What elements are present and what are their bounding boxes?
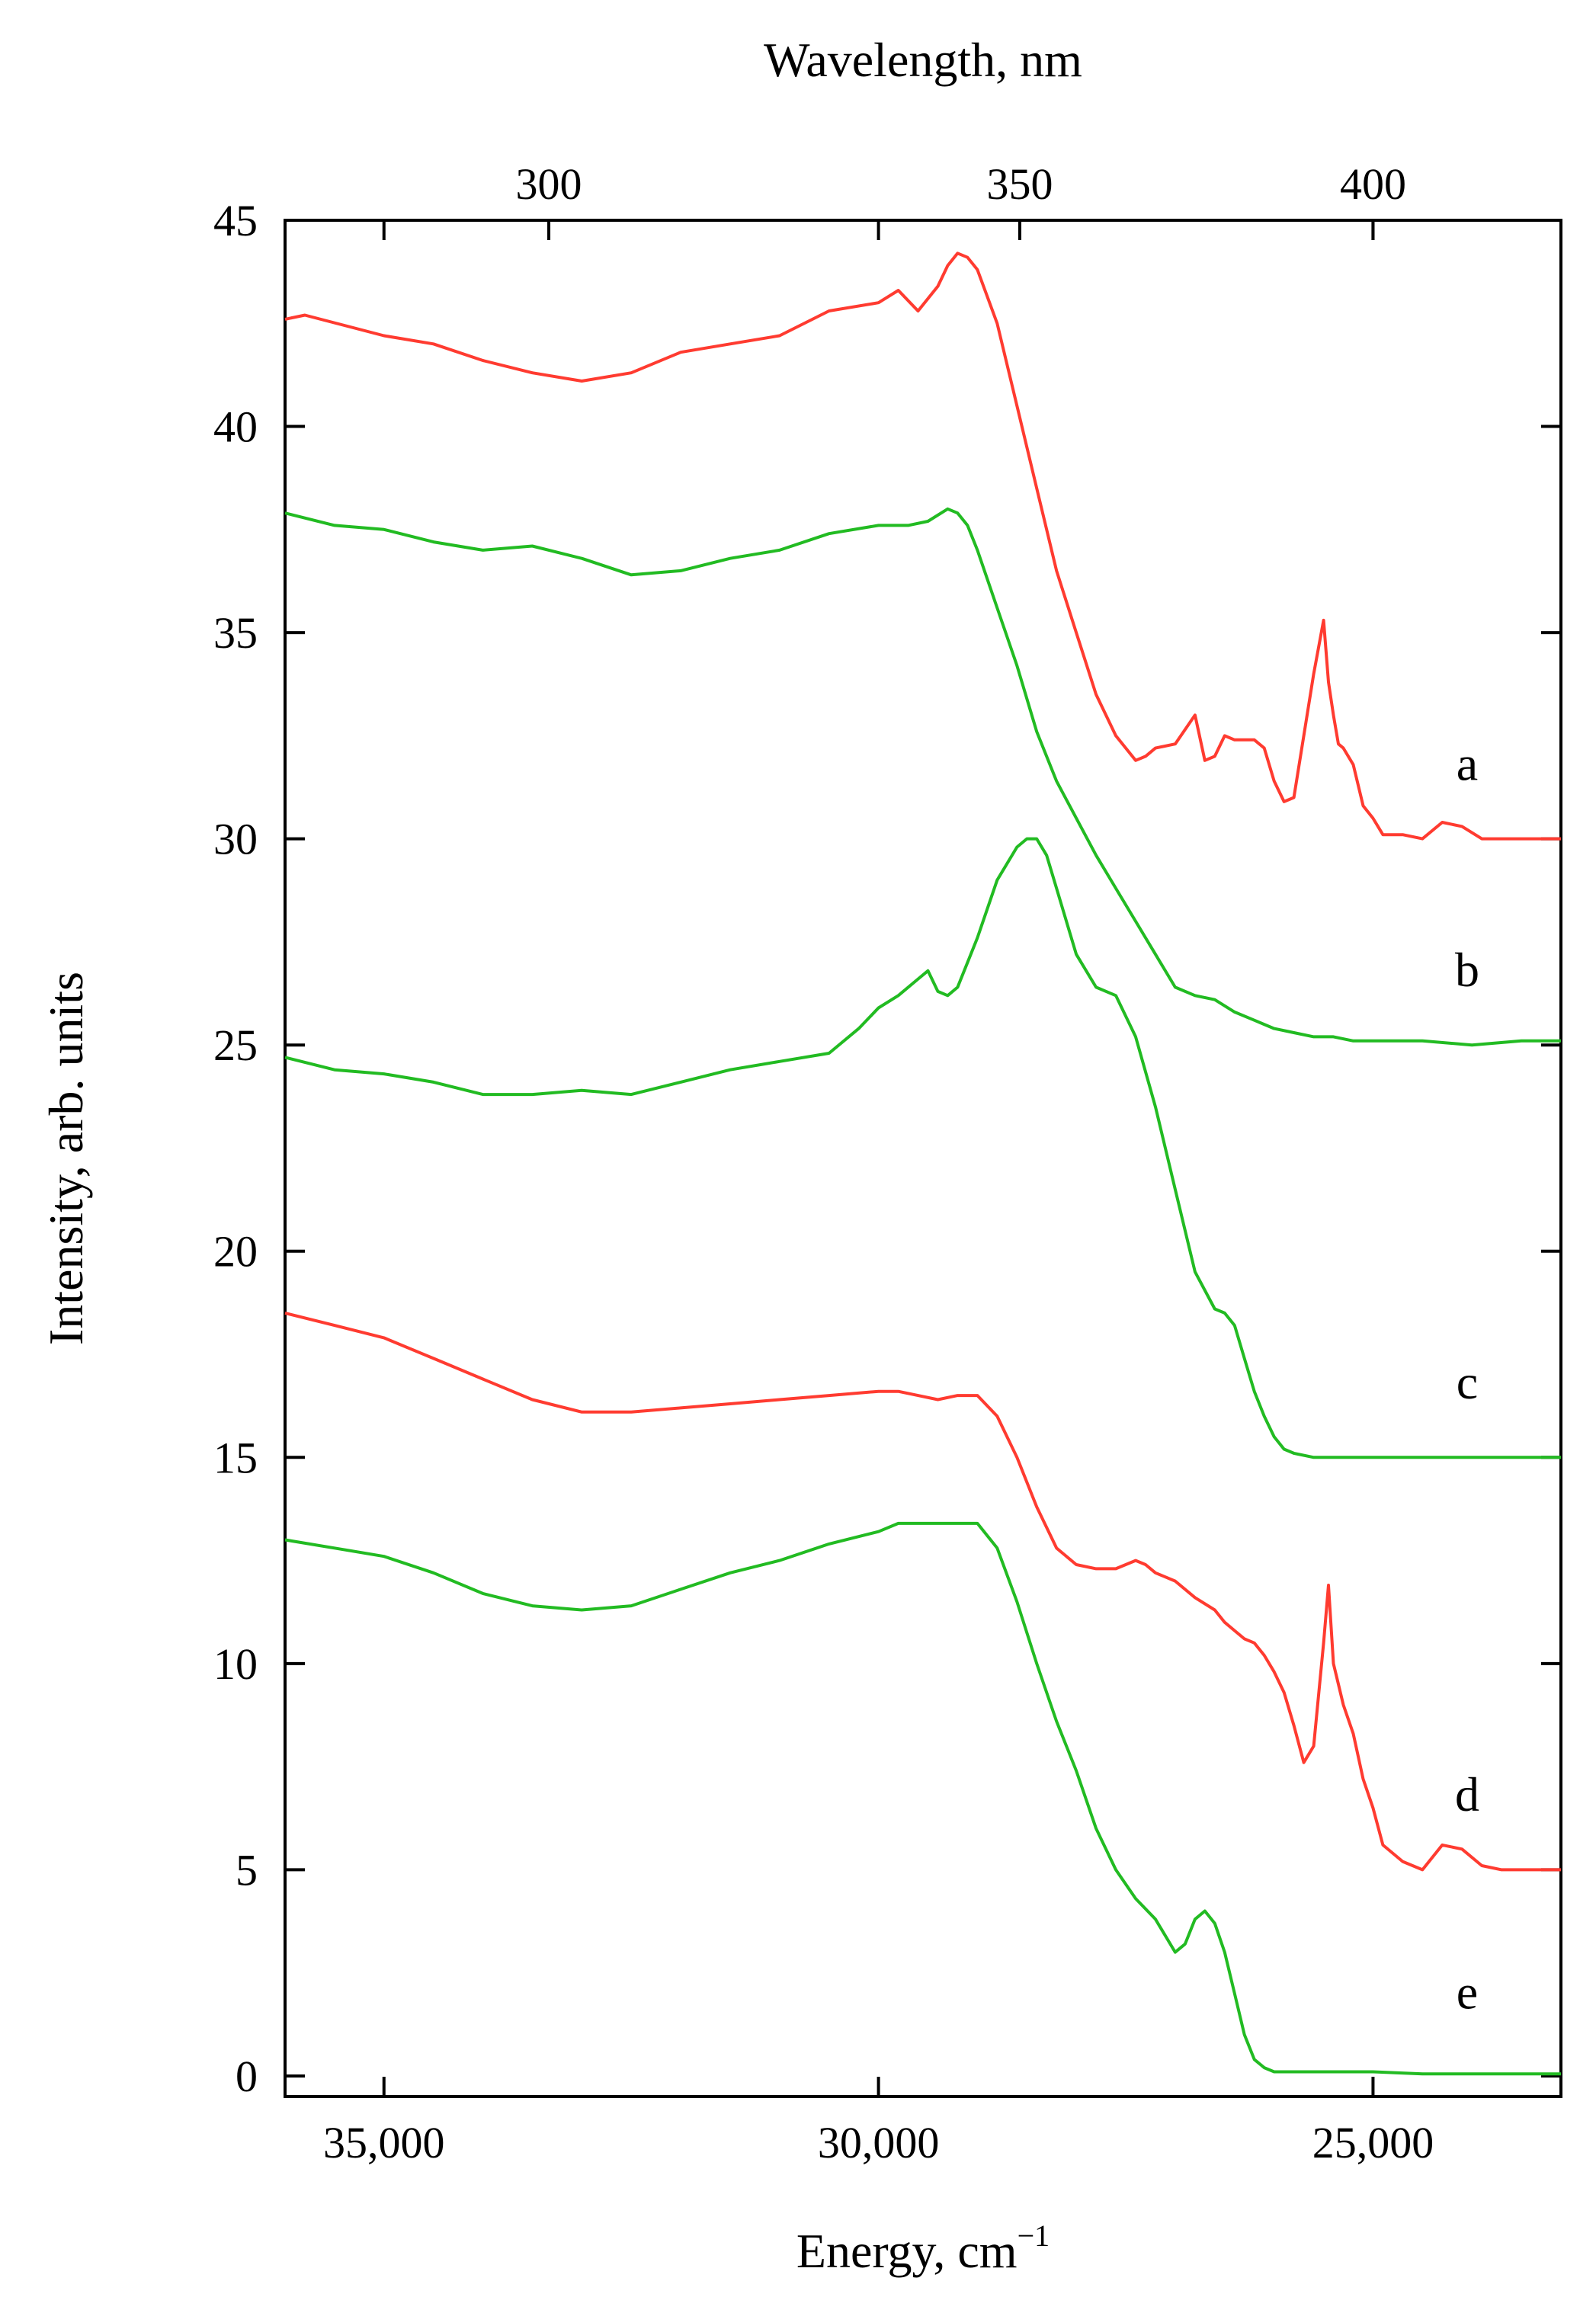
series-group <box>284 251 1561 2076</box>
y-tick-label-3: 15 <box>213 1433 258 1482</box>
curve-label-e: e <box>1457 1965 1478 2020</box>
series-line-b <box>284 507 1561 1047</box>
x2-tick-label-0: 300 <box>516 159 582 209</box>
series-line-d <box>284 1311 1561 1872</box>
curve-label-d: d <box>1455 1767 1479 1821</box>
y-tick-label-9: 45 <box>213 196 258 245</box>
series-line-c <box>284 837 1561 1459</box>
y-tick-label-1: 5 <box>236 1845 258 1895</box>
tick-labels: 35,000 30,000 25,000 300 350 400 0 5 10 15 20 25 30 3… <box>213 159 1479 2167</box>
curve-label-a: a <box>1457 736 1478 790</box>
x-axis-title: Energy, cm−1 <box>796 2219 1050 2278</box>
x-tick-label-0: 35,000 <box>323 2118 445 2167</box>
y-tick-label-5: 25 <box>213 1020 258 1070</box>
axis-ticks <box>285 219 1561 2097</box>
y-tick-label-6: 30 <box>213 815 258 864</box>
series-line-e <box>284 1521 1561 2076</box>
curve-label-c: c <box>1457 1355 1478 1409</box>
x2-axis-title: Wavelength, nm <box>764 33 1082 87</box>
x2-tick-label-2: 400 <box>1340 159 1406 209</box>
x-tick-label-1: 30,000 <box>818 2118 940 2167</box>
y-tick-label-8: 40 <box>213 402 258 452</box>
curve-label-b: b <box>1455 943 1479 997</box>
x-tick-label-2: 25,000 <box>1312 2118 1434 2167</box>
plot-frame <box>284 219 1562 2098</box>
y-tick-label-4: 20 <box>213 1227 258 1277</box>
y-tick-label-2: 10 <box>213 1639 258 1689</box>
y-axis-title: Intensity, arb. units <box>39 972 93 1345</box>
series-line-a <box>284 251 1561 841</box>
x2-tick-label-1: 350 <box>986 159 1053 209</box>
y-tick-label-7: 35 <box>213 608 258 658</box>
y-tick-label-0: 0 <box>236 2052 258 2101</box>
